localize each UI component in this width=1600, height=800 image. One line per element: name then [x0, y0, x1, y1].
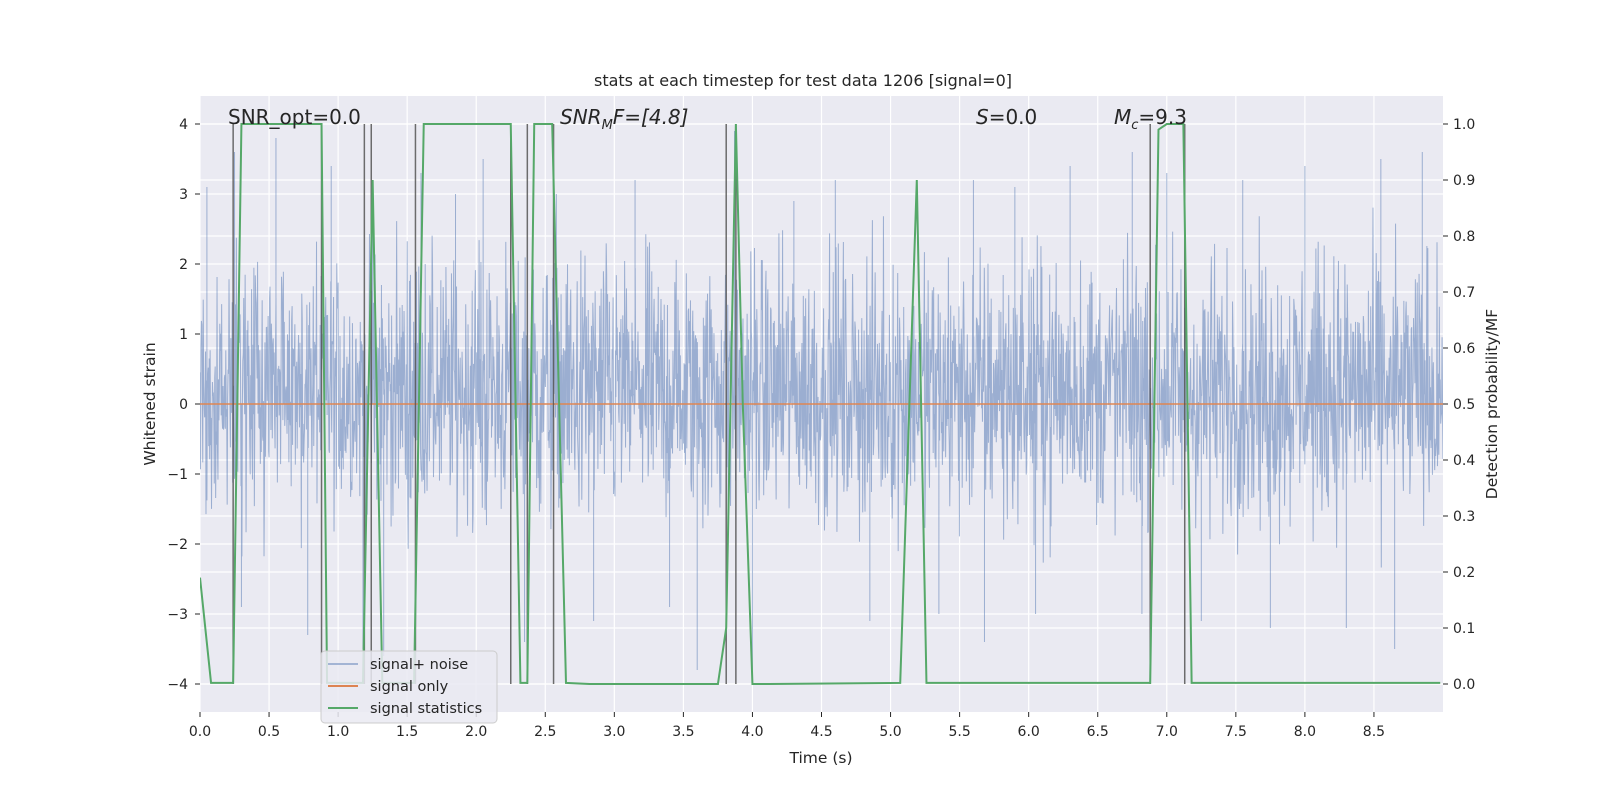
y-right-tick-label-6: 0.4: [1453, 453, 1475, 469]
annotation-snr-mf-base: SNR: [560, 105, 602, 129]
x-tick-label-2: 1.0: [327, 724, 349, 740]
annotation-mc-symbol: M: [1114, 105, 1131, 129]
legend-entry-signal-only: signal only: [370, 679, 449, 695]
annotation-mc-value: =9.3: [1138, 105, 1187, 129]
x-tick-label-16: 8.0: [1294, 724, 1316, 740]
y-left-tick-label-4: 0: [179, 397, 188, 413]
annotation-snr-opt: SNR_opt=0.0: [228, 105, 361, 129]
y-left-tick-label-3: 1: [179, 327, 188, 343]
x-tick-label-6: 3.0: [603, 724, 625, 740]
x-tick-label-17: 8.5: [1363, 724, 1385, 740]
y-left-tick-label-0: 4: [179, 117, 188, 133]
x-axis-ticks: 0.0 0.5 1.0 1.5 2.0 2.5 3.0 3.5 4.0 4.5 5.0 5.5 6.0 6…: [189, 712, 1385, 740]
y-right-tick-label-1: 0.9: [1453, 173, 1475, 189]
annotation-mc: Mc=9.3: [1114, 105, 1187, 133]
y-right-tick-label-0: 1.0: [1453, 117, 1475, 133]
y-right-tick-label-8: 0.2: [1453, 565, 1475, 581]
y-left-tick-label-7: −3: [167, 607, 188, 623]
x-tick-label-13: 6.5: [1087, 724, 1109, 740]
annotation-mc-subscript: c: [1131, 118, 1138, 133]
x-tick-label-1: 0.5: [258, 724, 280, 740]
annotation-snr-mf-value: F=[4.8]: [613, 105, 689, 129]
y-axis-right-label: Detection probability/MF: [1483, 309, 1501, 500]
x-tick-label-14: 7.0: [1156, 724, 1178, 740]
x-tick-label-4: 2.0: [465, 724, 487, 740]
legend-box: [320, 650, 498, 724]
x-tick-label-8: 4.0: [741, 724, 763, 740]
y-axis-left-label: Whitened strain: [141, 342, 159, 465]
series-signal-noise: [200, 131, 1443, 670]
y-left-tick-label-8: −4: [167, 677, 188, 693]
y-right-tick-label-2: 0.8: [1453, 229, 1475, 245]
annotation-snr-mf-subscript: M: [602, 118, 613, 133]
x-tick-label-0: 0.0: [189, 724, 211, 740]
y-right-tick-label-4: 0.6: [1453, 341, 1475, 357]
annotation-s: S=0.0: [976, 105, 1037, 129]
y-left-tick-label-5: −1: [167, 467, 188, 483]
y-left-tick-label-1: 3: [179, 187, 188, 203]
y-axis-right-ticks: 1.0 0.9 0.8 0.7 0.6 0.5 0.4 0.3 0.2 0.1 0.0: [1443, 117, 1475, 693]
y-left-tick-label-6: −2: [167, 537, 188, 553]
y-right-tick-label-5: 0.5: [1453, 397, 1475, 413]
legend: signal+ noise signal only signal statist…: [320, 650, 498, 724]
x-tick-label-11: 5.5: [948, 724, 970, 740]
y-right-tick-label-3: 0.7: [1453, 285, 1475, 301]
x-tick-label-15: 7.5: [1225, 724, 1247, 740]
x-tick-label-12: 6.0: [1018, 724, 1040, 740]
legend-entry-signal-noise: signal+ noise: [370, 657, 468, 673]
chart-title: stats at each timestep for test data 120…: [594, 71, 1012, 90]
x-tick-label-7: 3.5: [672, 724, 694, 740]
legend-entry-signal-statistics: signal statistics: [370, 701, 482, 717]
y-right-tick-label-7: 0.3: [1453, 509, 1475, 525]
x-tick-label-10: 5.0: [879, 724, 901, 740]
annotation-s-symbol: S: [976, 105, 989, 129]
x-axis-label: Time (s): [788, 749, 852, 767]
y-left-tick-label-2: 2: [179, 257, 188, 273]
x-tick-label-3: 1.5: [396, 724, 418, 740]
x-tick-label-5: 2.5: [534, 724, 556, 740]
y-right-tick-label-9: 0.1: [1453, 621, 1475, 637]
y-axis-left-ticks: 4 3 2 1 0 −1 −2 −3 −4: [167, 117, 200, 693]
annotation-snr-mf: SNRMF=[4.8]: [560, 105, 688, 133]
y-right-tick-label-10: 0.0: [1453, 677, 1475, 693]
annotation-s-value: =0.0: [989, 105, 1038, 129]
x-tick-label-9: 4.5: [810, 724, 832, 740]
